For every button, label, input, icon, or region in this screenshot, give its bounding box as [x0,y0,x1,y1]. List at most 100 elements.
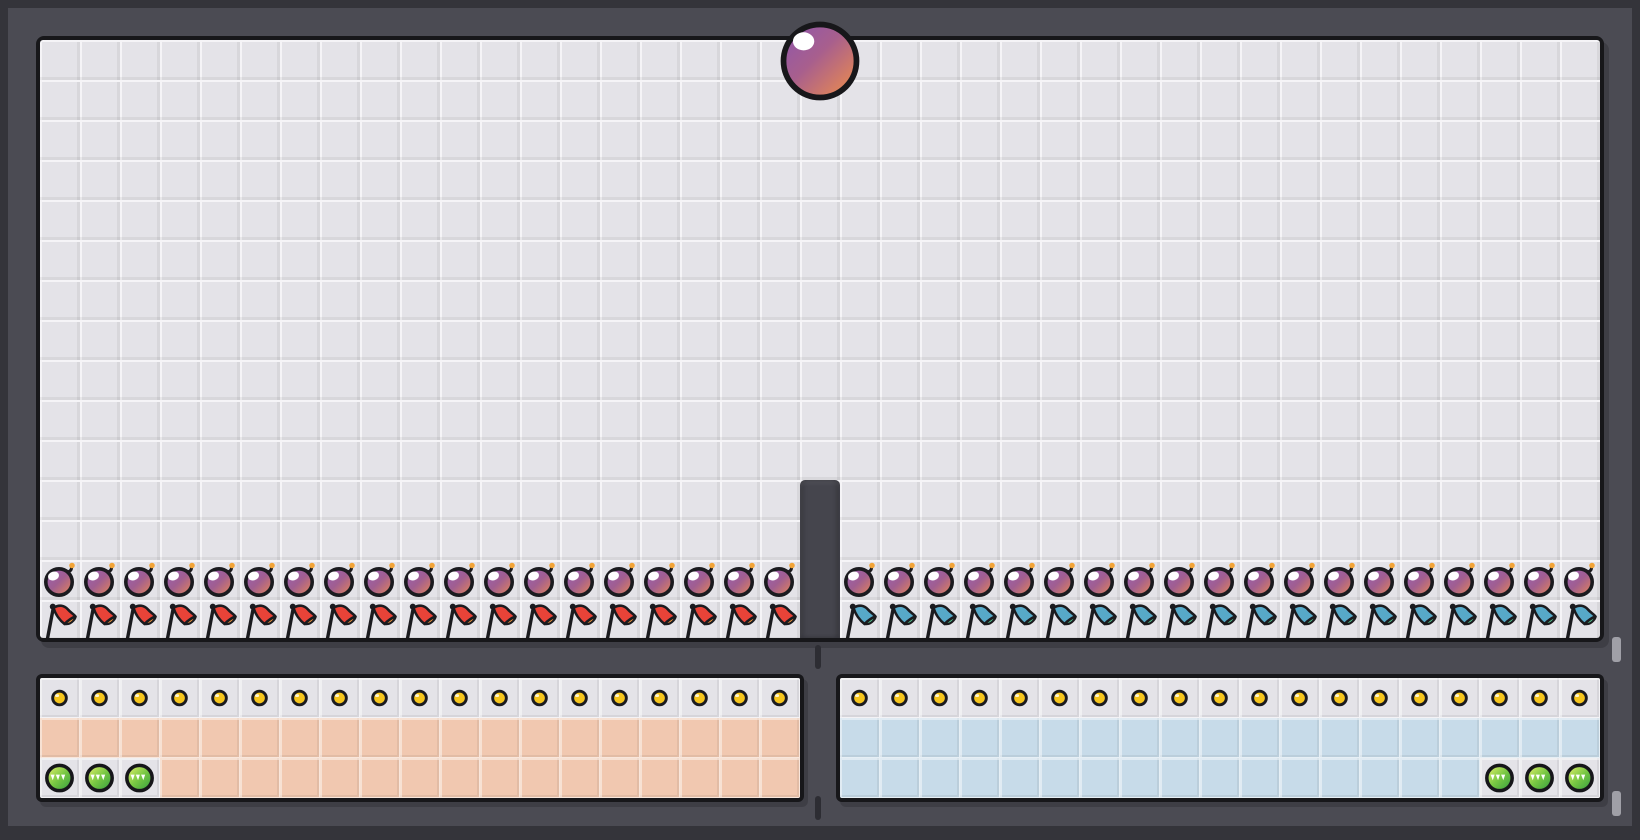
empty-slot-cell[interactable] [1200,758,1240,798]
powerup-cell[interactable] [80,758,120,798]
bomb-icon[interactable] [1200,560,1240,600]
coin-cell[interactable] [960,678,1000,718]
bomb-icon[interactable] [1160,560,1200,600]
flag-cell[interactable] [1320,600,1360,638]
flag-cell[interactable] [80,600,120,638]
red-flag-icon[interactable] [240,600,280,638]
bomb-icon[interactable] [160,560,200,600]
coin-icon[interactable] [1200,678,1239,718]
bomb-cell[interactable] [440,560,480,600]
teal-flag-icon[interactable] [840,600,880,638]
powerup-cell[interactable] [120,758,160,798]
bomb-icon[interactable] [960,560,1000,600]
bomb-icon[interactable] [40,560,80,600]
bomb-icon[interactable] [1280,560,1320,600]
empty-slot-cell[interactable] [1400,758,1440,798]
empty-slot-cell[interactable] [760,758,800,798]
bomb-icon[interactable] [840,560,880,600]
bomb-icon[interactable] [640,560,680,600]
empty-slot-cell[interactable] [520,758,560,798]
flag-cell[interactable] [720,600,760,638]
coin-icon[interactable] [1240,678,1279,718]
coin-cell[interactable] [920,678,960,718]
coin-cell[interactable] [200,678,240,718]
bomb-cell[interactable] [1560,560,1600,600]
coin-icon[interactable] [240,678,279,718]
coin-cell[interactable] [400,678,440,718]
teal-flag-icon[interactable] [1040,600,1080,638]
empty-slot-cell[interactable] [1160,718,1200,758]
coin-cell[interactable] [1240,678,1280,718]
empty-slot-cell[interactable] [1560,718,1600,758]
flag-cell[interactable] [960,600,1000,638]
flag-cell[interactable] [920,600,960,638]
empty-slot-cell[interactable] [1320,758,1360,798]
teal-flag-icon[interactable] [1320,600,1360,638]
bomb-icon[interactable] [1000,560,1040,600]
empty-slot-cell[interactable] [200,718,240,758]
bomb-icon[interactable] [1040,560,1080,600]
powerup-cell[interactable] [1520,758,1560,798]
play-field[interactable] [40,40,1600,638]
powerup-cell[interactable] [40,758,80,798]
bomb-cell[interactable] [1000,560,1040,600]
coin-cell[interactable] [720,678,760,718]
bomb-icon[interactable] [1360,560,1400,600]
flag-cell[interactable] [1360,600,1400,638]
bomb-cell[interactable] [760,560,800,600]
empty-slot-cell[interactable] [720,718,760,758]
bomb-icon[interactable] [880,560,920,600]
teal-flag-icon[interactable] [880,600,920,638]
empty-slot-cell[interactable] [640,758,680,798]
teal-flag-icon[interactable] [1160,600,1200,638]
empty-slot-cell[interactable] [480,758,520,798]
red-flag-icon[interactable] [120,600,160,638]
flag-cell[interactable] [280,600,320,638]
empty-slot-cell[interactable] [1040,758,1080,798]
empty-slot-cell[interactable] [1120,718,1160,758]
coin-cell[interactable] [1320,678,1360,718]
empty-slot-cell[interactable] [1120,758,1160,798]
bomb-icon[interactable] [240,560,280,600]
red-flag-icon[interactable] [560,600,600,638]
empty-slot-cell[interactable] [840,758,880,798]
empty-slot-cell[interactable] [1280,758,1320,798]
coin-icon[interactable] [320,678,359,718]
flag-cell[interactable] [1000,600,1040,638]
coin-icon[interactable] [160,678,199,718]
coin-cell[interactable] [280,678,320,718]
multiball-icon[interactable] [120,758,159,798]
bomb-cell[interactable] [320,560,360,600]
bomb-cell[interactable] [80,560,120,600]
teal-flag-icon[interactable] [1000,600,1040,638]
bomb-icon[interactable] [600,560,640,600]
red-flag-icon[interactable] [680,600,720,638]
bomb-cell[interactable] [1120,560,1160,600]
empty-slot-cell[interactable] [400,758,440,798]
empty-slot-cell[interactable] [280,718,320,758]
coin-icon[interactable] [1520,678,1559,718]
flag-cell[interactable] [1520,600,1560,638]
flag-cell[interactable] [200,600,240,638]
empty-slot-cell[interactable] [320,718,360,758]
coin-icon[interactable] [280,678,319,718]
flag-cell[interactable] [760,600,800,638]
flag-cell[interactable] [1280,600,1320,638]
coin-icon[interactable] [40,678,79,718]
empty-slot-cell[interactable] [1160,758,1200,798]
empty-slot-cell[interactable] [360,758,400,798]
coin-icon[interactable] [840,678,879,718]
bomb-cell[interactable] [400,560,440,600]
teal-flag-icon[interactable] [920,600,960,638]
red-flag-icon[interactable] [480,600,520,638]
empty-slot-cell[interactable] [1280,718,1320,758]
coin-cell[interactable] [1440,678,1480,718]
red-flag-icon[interactable] [440,600,480,638]
coin-cell[interactable] [240,678,280,718]
coin-icon[interactable] [760,678,799,718]
empty-slot-cell[interactable] [480,718,520,758]
flag-cell[interactable] [1400,600,1440,638]
bomb-icon[interactable] [720,560,760,600]
coin-icon[interactable] [640,678,679,718]
teal-flag-icon[interactable] [1280,600,1320,638]
